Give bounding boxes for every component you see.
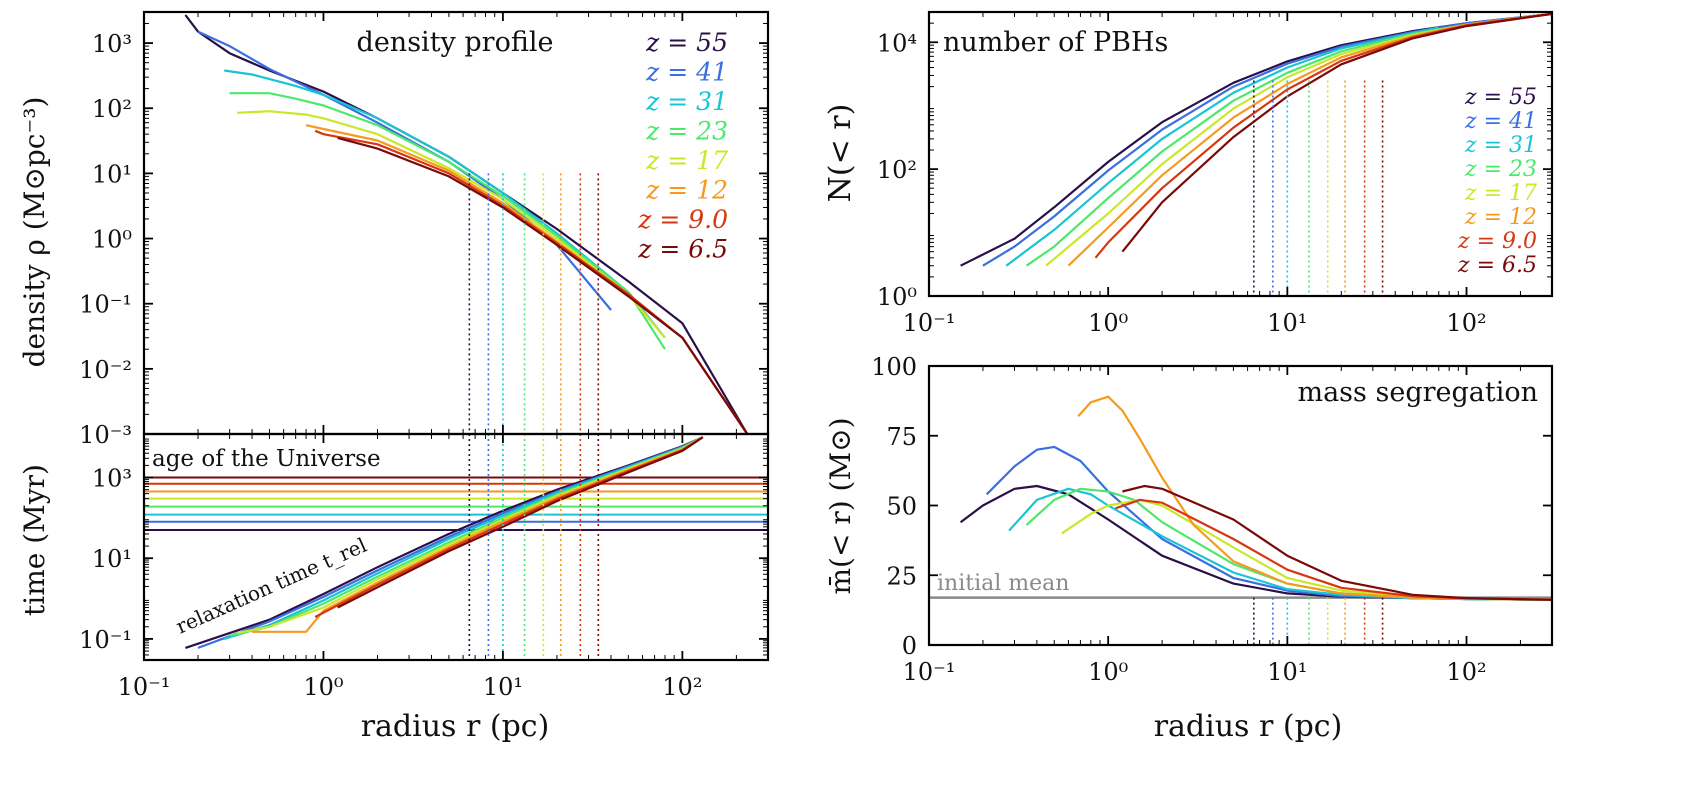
time-axes: 10⁻¹ 10¹ 10³ 10⁻¹ 10⁰ 10¹ 10²: [79, 432, 770, 701]
time-panel: 10⁻¹ 10¹ 10³ 10⁻¹ 10⁰ 10¹ 10² age of the Unive…: [18, 432, 770, 744]
npbh-title: number of PBHs: [943, 27, 1168, 58]
npbh-ytick-label: 10²: [877, 156, 917, 184]
age-annotation: age of the Universe: [152, 446, 381, 472]
npbh-ylabel: N(< r): [823, 104, 858, 203]
density-axes: 10⁻³ 10⁻² 10⁻¹ 10⁰ 10¹ 10² 10³: [79, 10, 770, 449]
npbh-legend-z17: z = 17: [1464, 181, 1537, 206]
mass-axes: 0 25 50 75 100 10⁻¹ 10⁰ 10¹ 10²: [871, 353, 1554, 686]
density-legend-z55: z = 55: [645, 28, 728, 57]
mass-series-group: [959, 395, 1553, 601]
mass-title: mass segregation: [1297, 377, 1538, 408]
time-ytick-label: 10³: [92, 465, 132, 493]
mass-ytick-label: 0: [902, 632, 917, 660]
npbh-legend-z31: z = 31: [1464, 133, 1537, 158]
density-ylabel: density ρ (M⊙pc⁻³): [18, 97, 51, 368]
density-profile-panel: 10⁻³ 10⁻² 10⁻¹ 10⁰ 10¹ 10² 10³ density profile…: [18, 10, 770, 449]
time-xtick-label: 10²: [662, 673, 702, 701]
npbh-xtick-label: 10⁻¹: [903, 309, 956, 337]
mass-series-z6_5: [1122, 484, 1553, 601]
npbh-ytick-label: 10⁰: [877, 283, 917, 311]
density-legend-z9: z = 9.0: [637, 205, 728, 234]
mass-series-z12: [1077, 395, 1553, 601]
npbh-legend-z12: z = 12: [1464, 205, 1537, 230]
npbh-xtick-label: 10⁰: [1088, 309, 1128, 337]
npbh-series-group: [960, 12, 1553, 267]
initial-mean-label: initial mean: [937, 571, 1069, 596]
time-xlabel: radius r (pc): [361, 709, 550, 744]
density-ytick-label: 10⁻²: [79, 356, 132, 384]
npbh-legend: z = 55z = 41z = 31z = 23z = 17z = 12z = …: [1457, 85, 1537, 278]
time-series-group: [185, 436, 704, 649]
npbh-vline-group: [1253, 80, 1384, 296]
density-ytick-label: 10⁻¹: [79, 291, 132, 319]
npbh-series-z6_5: [1121, 12, 1553, 253]
time-vline-group: [468, 434, 600, 660]
density-series-group: [184, 14, 749, 435]
density-legend-z12: z = 12: [645, 176, 728, 205]
age-lines-group: [144, 476, 768, 532]
density-legend: z = 55z = 41z = 31z = 23z = 17z = 12z = …: [637, 28, 728, 264]
npbh-series-z31: [1005, 26, 1440, 267]
density-legend-z41: z = 41: [645, 58, 728, 87]
npbh-legend-z23: z = 23: [1464, 157, 1537, 182]
density-ytick-label: 10⁰: [92, 226, 132, 254]
time-xtick-label: 10⁰: [303, 673, 343, 701]
mass-ytick-label: 25: [886, 562, 917, 590]
mass-ylabel: m̄(< r) (M⊙): [824, 417, 857, 594]
density-title: density profile: [357, 27, 554, 58]
mass-xtick-label: 10⁰: [1088, 658, 1128, 686]
mass-panel: 0 25 50 75 100 10⁻¹ 10⁰ 10¹ 10² mass segregation…: [824, 353, 1554, 744]
time-series-z6_5: [337, 436, 704, 609]
npbh-xtick-label: 10²: [1446, 309, 1486, 337]
mass-ytick-label: 100: [871, 353, 917, 381]
time-frame: [142, 432, 770, 662]
density-series-z6_5: [337, 136, 749, 435]
npbh-legend-z55: z = 55: [1464, 85, 1537, 110]
density-ytick-label: 10³: [92, 30, 132, 58]
density-ytick-label: 10²: [92, 95, 132, 123]
density-legend-z23: z = 23: [645, 117, 728, 146]
mass-xtick-label: 10²: [1446, 658, 1486, 686]
density-legend-z6_5: z = 6.5: [637, 235, 728, 264]
mass-vline-group: [1253, 597, 1384, 645]
mass-ytick-label: 75: [886, 423, 917, 451]
npbh-legend-z6_5: z = 6.5: [1457, 253, 1537, 278]
density-series-z23: [229, 92, 666, 350]
mass-ytick-label: 50: [886, 493, 917, 521]
npbh-legend-z9: z = 9.0: [1457, 229, 1537, 254]
time-xtick-label: 10¹: [483, 673, 523, 701]
density-series-z41: [197, 30, 612, 311]
density-ytick-label: 10¹: [92, 160, 132, 188]
npbh-frame: [927, 10, 1554, 298]
time-ylabel: time (Myr): [18, 464, 51, 616]
mass-xtick-label: 10⁻¹: [903, 658, 956, 686]
mass-xtick-label: 10¹: [1267, 658, 1307, 686]
npbh-ytick-label: 10⁴: [877, 29, 917, 57]
npbh-legend-z41: z = 41: [1464, 109, 1537, 134]
density-legend-z17: z = 17: [645, 146, 728, 175]
density-ytick-label: 10⁻³: [79, 421, 132, 449]
mass-series-z31: [1008, 487, 1553, 601]
density-vline-group: [468, 173, 600, 434]
npbh-xtick-label: 10¹: [1267, 309, 1307, 337]
time-xtick-label: 10⁻¹: [118, 673, 171, 701]
time-ytick-label: 10¹: [92, 545, 132, 573]
density-legend-z31: z = 31: [645, 87, 728, 116]
time-ytick-label: 10⁻¹: [79, 626, 132, 654]
density-series-z17: [237, 110, 666, 339]
mass-xlabel: radius r (pc): [1154, 709, 1343, 744]
